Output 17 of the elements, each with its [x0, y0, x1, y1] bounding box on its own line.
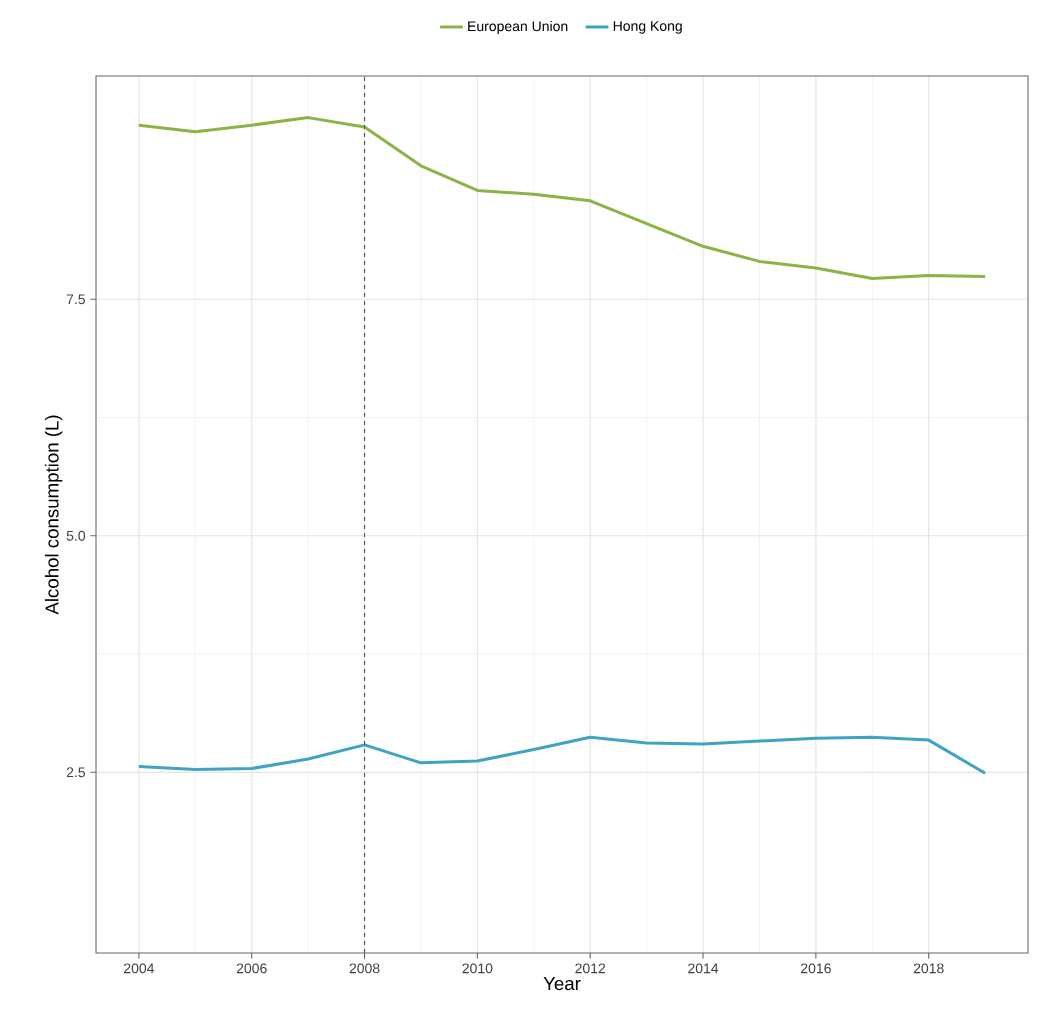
x-tick-label: 2006 [236, 963, 267, 974]
x-tick-label: 2016 [801, 963, 831, 974]
x-tick-label: 2010 [462, 963, 493, 974]
x-tick-label: 2014 [688, 963, 719, 974]
line-series [137, 735, 987, 775]
x-tick-label: 2004 [124, 963, 155, 974]
line-series [137, 116, 987, 280]
x-axis-title: Year [543, 977, 581, 991]
y-tick-label: 7.5 [66, 294, 86, 305]
x-tick-label: 2012 [575, 963, 606, 974]
x-tick-label: 2018 [913, 963, 944, 974]
y-axis-title: Alcohol consumption (L) [44, 415, 63, 615]
y-tick-label: 2.5 [66, 767, 86, 778]
y-tick-label: 5.0 [66, 530, 86, 541]
x-tick-label: 2008 [349, 963, 380, 974]
legend-label: Hong Kong [613, 21, 682, 34]
legend-label: European Union [468, 20, 568, 34]
